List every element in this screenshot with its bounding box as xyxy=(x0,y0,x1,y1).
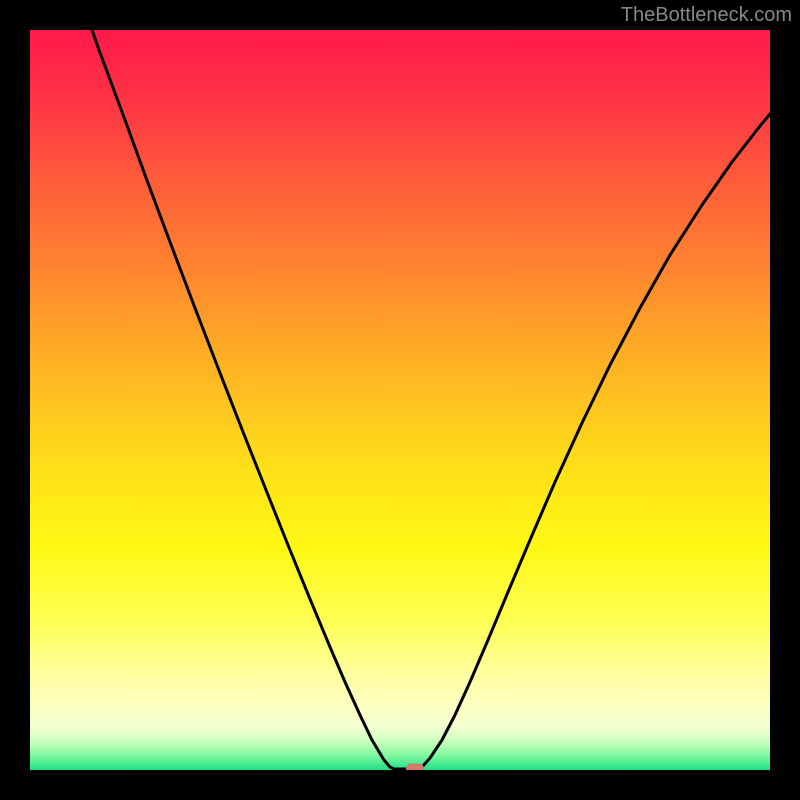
chart-plot-area xyxy=(30,30,770,770)
optimal-marker xyxy=(406,764,424,771)
watermark-text: TheBottleneck.com xyxy=(621,4,792,27)
chart-svg xyxy=(30,30,770,770)
chart-background xyxy=(30,30,770,770)
